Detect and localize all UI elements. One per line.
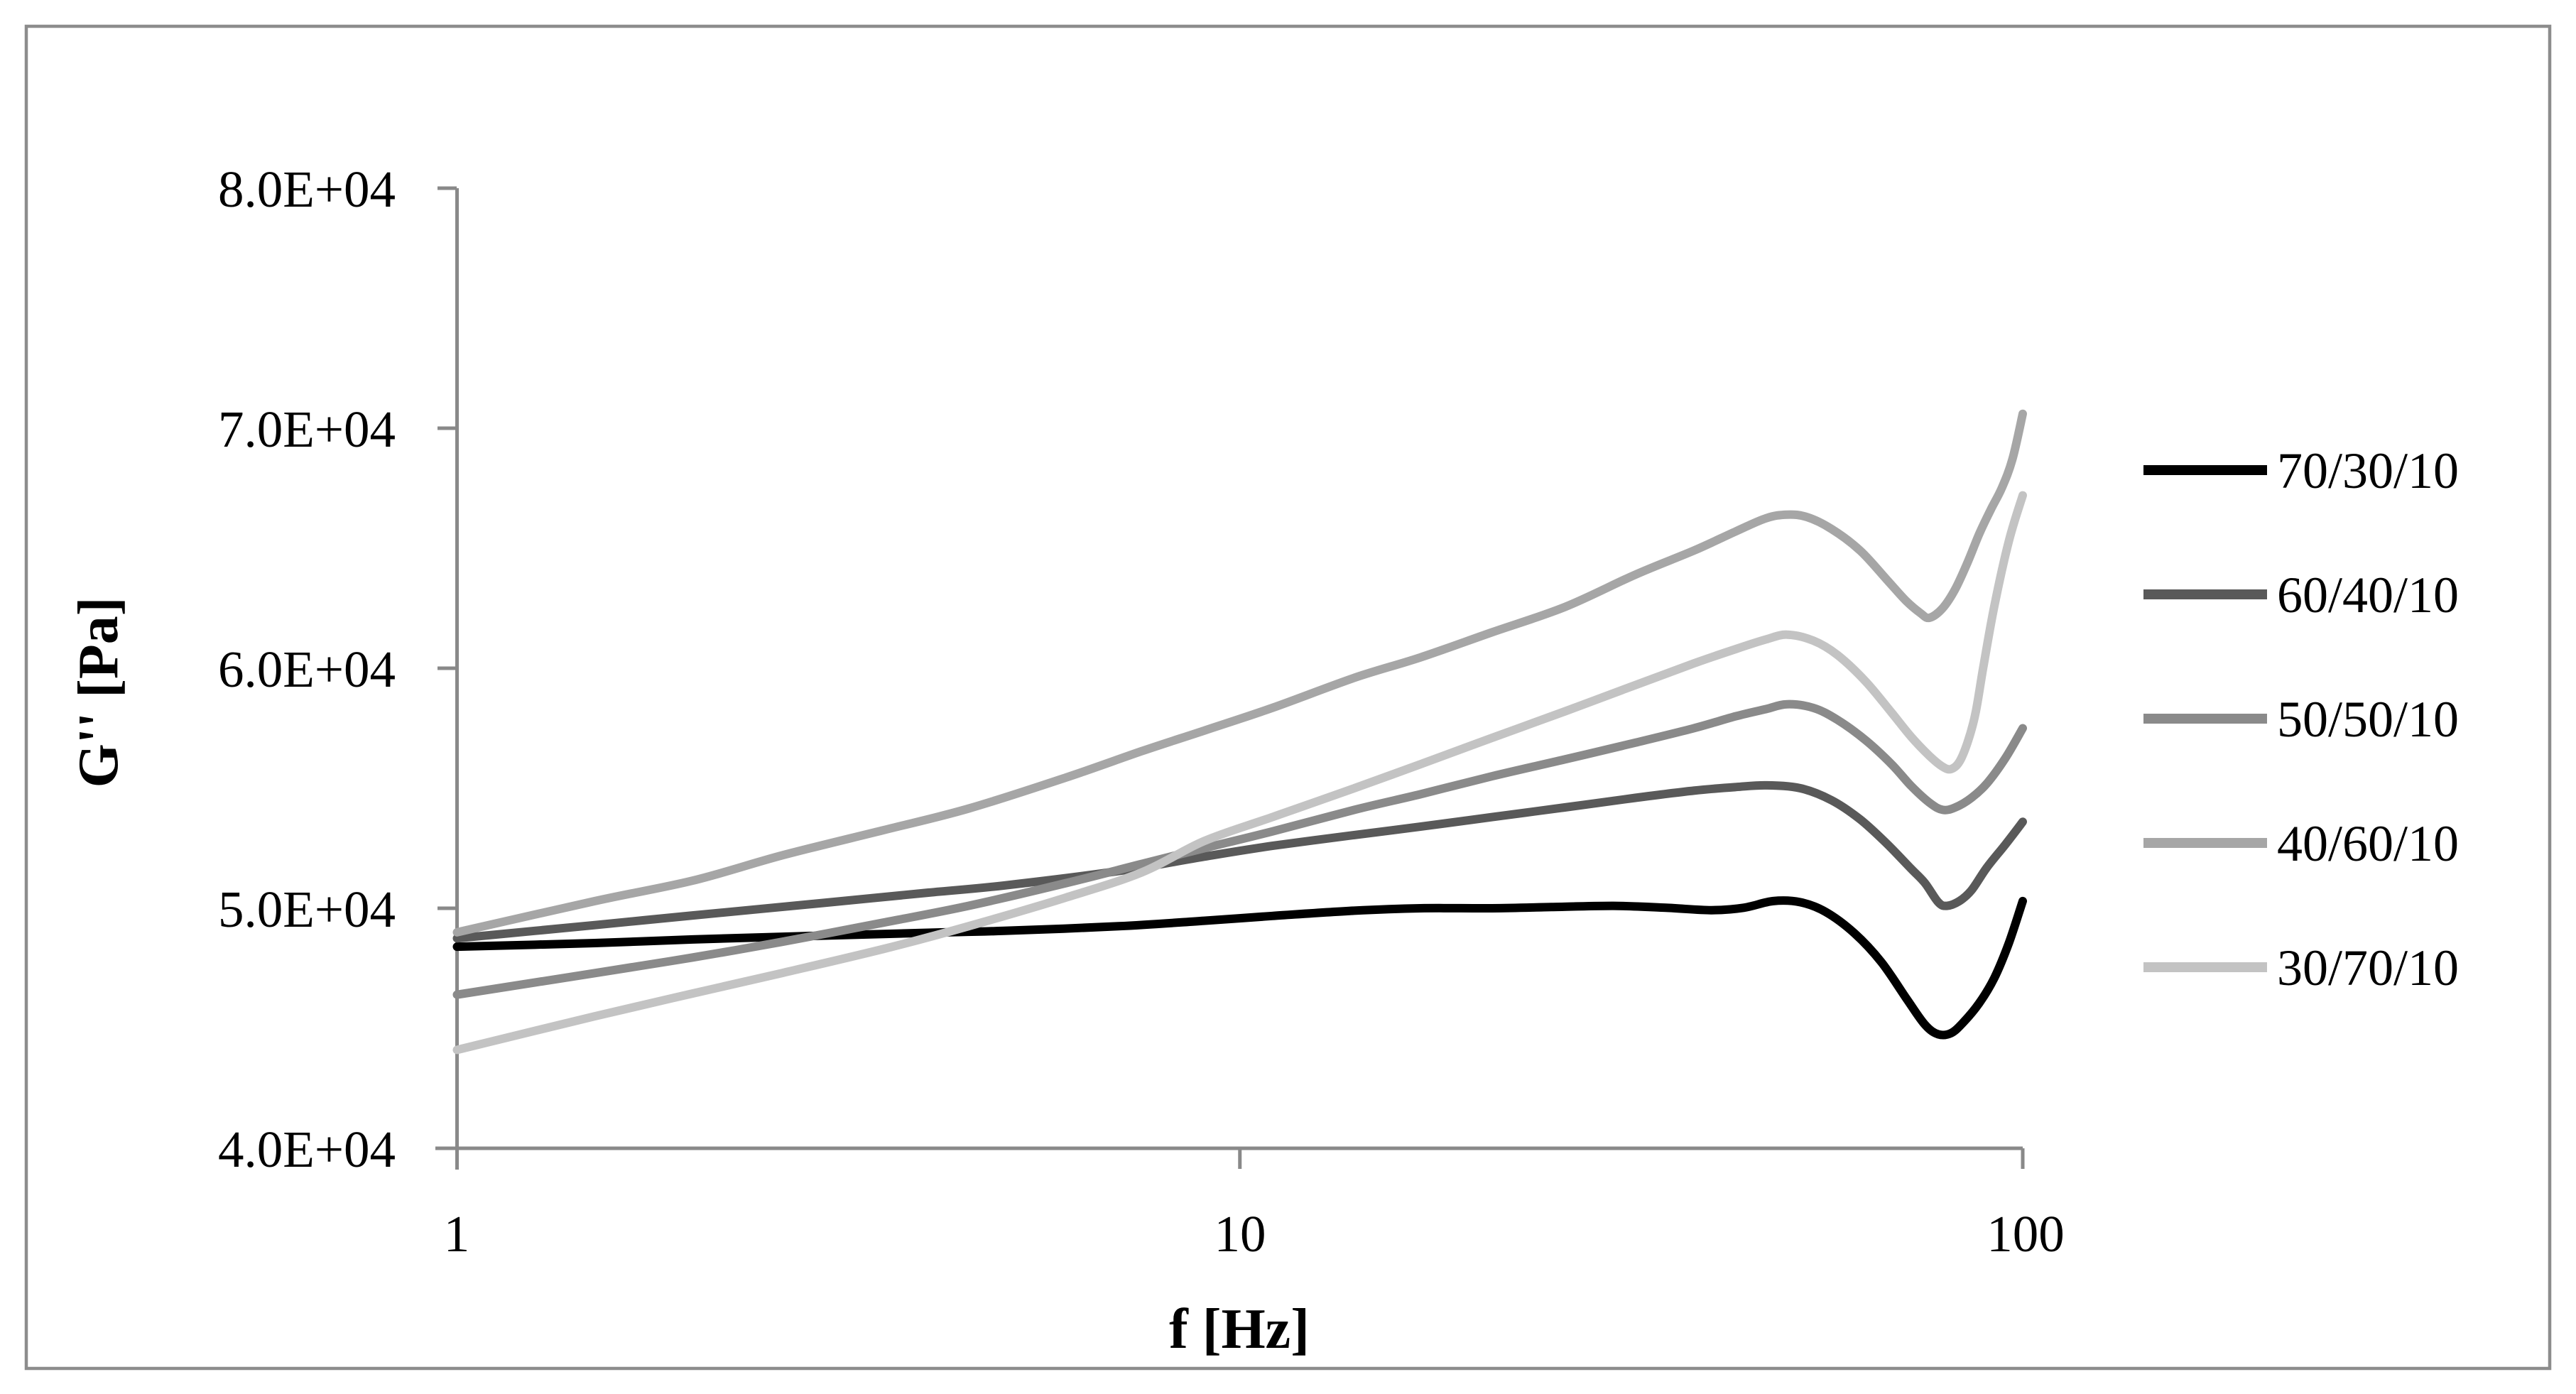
- y-axis: 8.0E+04 7.0E+04 6.0E+04 5.0E+04 4.0E+04: [218, 160, 459, 1178]
- legend-label: 70/30/10: [2277, 442, 2459, 499]
- series-line-50/50/10: [452, 699, 2027, 999]
- legend-item: 70/30/10: [2143, 442, 2459, 499]
- legend-item: 40/60/10: [2143, 815, 2459, 872]
- legend-label: 60/40/10: [2277, 567, 2459, 624]
- y-tick-label: 7.0E+04: [218, 401, 396, 458]
- legend-label: 50/50/10: [2277, 691, 2459, 748]
- x-tick-label: 10: [1214, 1205, 1266, 1263]
- x-axis-title: f [Hz]: [1169, 1298, 1310, 1361]
- y-tick-label: 8.0E+04: [218, 160, 396, 218]
- legend-item: 30/70/10: [2143, 940, 2459, 996]
- series-line-30/70/10: [452, 491, 2027, 1055]
- y-tick-label: 6.0E+04: [218, 641, 396, 698]
- y-tick-label: 5.0E+04: [218, 881, 396, 938]
- series-line-40/60/10: [452, 409, 2027, 937]
- plot-series-layer: [452, 409, 2027, 1055]
- legend-item: 60/40/10: [2143, 567, 2459, 624]
- y-tick-label: 4.0E+04: [218, 1121, 396, 1178]
- legend-label: 40/60/10: [2277, 815, 2459, 872]
- legend-item: 50/50/10: [2143, 691, 2459, 748]
- series-line-60/40/10: [452, 780, 2027, 943]
- y-axis-title: G'' [Pa]: [67, 597, 130, 788]
- series-line-70/30/10: [452, 896, 2027, 1040]
- legend-label: 30/70/10: [2277, 940, 2459, 996]
- x-axis: 1 10 100: [435, 1146, 2065, 1263]
- x-tick-label: 1: [444, 1205, 470, 1263]
- x-tick-label: 100: [1987, 1205, 2065, 1263]
- figure-border: [24, 24, 2552, 1371]
- legend: 70/30/10 60/40/10 50/50/10 40/60/10 30/7…: [2143, 442, 2459, 996]
